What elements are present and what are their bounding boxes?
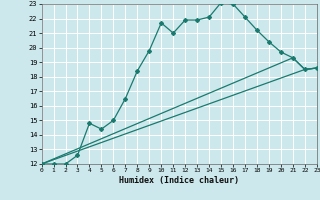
X-axis label: Humidex (Indice chaleur): Humidex (Indice chaleur)	[119, 176, 239, 185]
